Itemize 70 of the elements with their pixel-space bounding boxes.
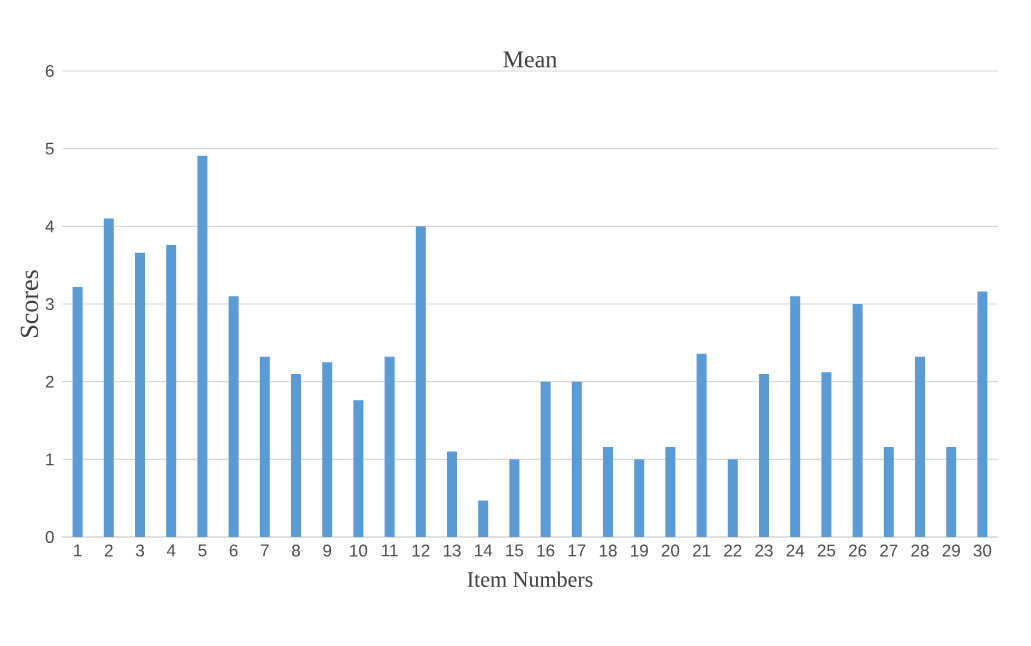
y-tick-label: 6 bbox=[45, 64, 54, 78]
x-tick-label: 25 bbox=[817, 544, 836, 557]
bar bbox=[478, 500, 489, 537]
x-tick-label: 5 bbox=[198, 544, 207, 557]
x-tick-label: 22 bbox=[724, 544, 742, 557]
x-tick-label: 12 bbox=[412, 544, 430, 557]
bar bbox=[915, 356, 926, 537]
bar bbox=[415, 226, 426, 537]
x-tick-label: 15 bbox=[506, 544, 524, 557]
bar bbox=[634, 459, 645, 537]
x-tick-label: 29 bbox=[942, 544, 960, 557]
x-tick-label: 4 bbox=[166, 544, 176, 557]
bar bbox=[166, 244, 177, 537]
bar bbox=[946, 446, 957, 537]
x-tick-label: 9 bbox=[323, 544, 332, 557]
bar bbox=[571, 381, 582, 537]
x-tick-label: 30 bbox=[973, 544, 992, 557]
bar bbox=[228, 296, 239, 537]
x-tick-label: 26 bbox=[849, 544, 867, 557]
x-tick-label: 17 bbox=[568, 544, 586, 557]
x-tick-label: 2 bbox=[104, 544, 113, 557]
y-tick-label: 0 bbox=[45, 530, 54, 544]
x-tick-label: 23 bbox=[755, 544, 773, 557]
bar bbox=[384, 356, 395, 537]
x-tick-label: 6 bbox=[229, 544, 238, 557]
x-tick-label: 27 bbox=[880, 544, 898, 557]
x-tick-label: 28 bbox=[911, 544, 929, 557]
bar bbox=[322, 362, 333, 537]
bar bbox=[665, 446, 676, 537]
bar bbox=[259, 356, 270, 537]
x-tick-label: 20 bbox=[661, 544, 680, 557]
bar bbox=[759, 373, 769, 537]
bar bbox=[540, 381, 551, 537]
bar bbox=[821, 372, 832, 537]
x-tick-label: 21 bbox=[693, 544, 711, 557]
bar bbox=[509, 459, 520, 537]
x-tick-label: 18 bbox=[599, 544, 617, 557]
bar bbox=[447, 451, 457, 537]
bar bbox=[72, 286, 83, 537]
x-tick-label: 24 bbox=[786, 544, 805, 557]
x-tick-label: 14 bbox=[475, 544, 493, 557]
x-axis-title: Item Numbers bbox=[467, 571, 593, 587]
x-tick-label: 13 bbox=[443, 544, 461, 557]
bar bbox=[135, 252, 145, 537]
bar bbox=[727, 459, 738, 537]
x-tick-label: 16 bbox=[537, 544, 555, 557]
y-tick-label: 4 bbox=[45, 220, 54, 233]
chart-title: Mean bbox=[503, 51, 557, 68]
bar bbox=[197, 155, 208, 537]
x-tick-label: 11 bbox=[382, 544, 398, 557]
y-tick-label: 2 bbox=[45, 375, 54, 388]
x-tick-label: 7 bbox=[260, 544, 269, 557]
bar bbox=[353, 400, 364, 537]
bar bbox=[977, 291, 988, 537]
bar bbox=[603, 446, 613, 537]
x-tick-label: 19 bbox=[631, 544, 648, 557]
bar bbox=[852, 304, 863, 537]
y-tick-label: 3 bbox=[45, 297, 54, 311]
y-tick-label: 1 bbox=[46, 453, 54, 466]
bar bbox=[696, 353, 707, 537]
bar bbox=[790, 296, 801, 537]
x-tick-label: 10 bbox=[350, 544, 368, 557]
x-tick-label: 3 bbox=[135, 544, 144, 557]
x-tick-label: 8 bbox=[292, 544, 300, 557]
y-tick-label: 5 bbox=[45, 142, 54, 155]
bar bbox=[103, 218, 114, 537]
y-axis-title: Scores bbox=[20, 270, 39, 337]
x-tick-label: 1 bbox=[74, 544, 82, 557]
bar bbox=[291, 373, 301, 537]
bar bbox=[883, 446, 894, 537]
